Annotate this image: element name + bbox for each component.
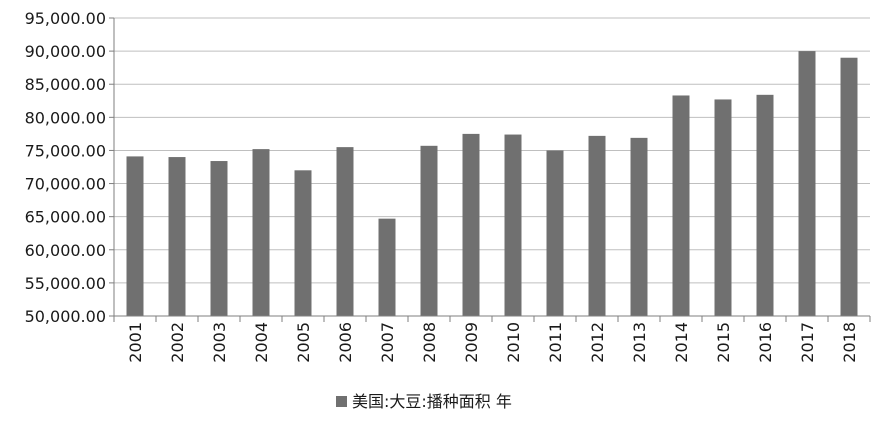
y-tick-label: 70,000.00 (25, 175, 106, 194)
bar (252, 149, 270, 316)
y-tick-label: 50,000.00 (25, 307, 106, 326)
x-tick-label: 2004 (252, 322, 271, 363)
bar (630, 137, 648, 316)
legend-label: 美国:大豆:播种面积 年 (352, 392, 512, 411)
bar-series (126, 51, 858, 316)
y-tick-label: 85,000.00 (25, 75, 106, 94)
y-tick-label: 65,000.00 (25, 208, 106, 227)
x-tick-label: 2014 (672, 322, 691, 363)
x-tick-label: 2006 (336, 322, 355, 363)
bar (504, 134, 522, 316)
x-tick-label: 2017 (798, 322, 817, 363)
y-tick-label: 80,000.00 (25, 108, 106, 127)
y-tick-label: 60,000.00 (25, 241, 106, 260)
bar (168, 157, 186, 316)
x-tick-label: 2007 (378, 322, 397, 363)
x-tick-label: 2005 (294, 322, 313, 363)
x-tick-label: 2016 (756, 322, 775, 363)
bar (798, 51, 816, 316)
bar (672, 95, 690, 316)
x-tick-label: 2012 (588, 322, 607, 363)
y-tick-label: 75,000.00 (25, 141, 106, 160)
legend: 美国:大豆:播种面积 年 (336, 392, 512, 411)
bar (336, 147, 354, 316)
y-axis-tick-labels: 50,000.00 55,000.00 60,000.00 65,000.00 70,0… (25, 9, 106, 326)
x-tick-label: 2009 (462, 322, 481, 363)
axes (109, 17, 871, 322)
bar (840, 57, 858, 316)
y-tick-label: 95,000.00 (25, 9, 106, 28)
legend-swatch (336, 396, 347, 407)
bar (420, 145, 438, 316)
x-tick-label: 2018 (840, 322, 859, 363)
x-tick-label: 2008 (420, 322, 439, 363)
bar (546, 150, 564, 316)
bar (588, 135, 606, 316)
bar (378, 218, 396, 316)
bar (126, 156, 144, 316)
x-tick-label: 2015 (714, 322, 733, 363)
x-tick-label: 2002 (168, 322, 187, 363)
x-tick-label: 2011 (546, 322, 565, 363)
x-tick-label: 2010 (504, 322, 523, 363)
bar (210, 161, 228, 316)
bar (294, 170, 312, 316)
y-tick-label: 90,000.00 (25, 42, 106, 61)
x-tick-label: 2001 (126, 322, 145, 363)
bar (714, 99, 732, 316)
x-tick-label: 2003 (210, 322, 229, 363)
x-tick-label: 2013 (630, 322, 649, 363)
y-tick-label: 55,000.00 (25, 274, 106, 293)
bar (756, 94, 774, 316)
bar (462, 133, 480, 316)
grid-lines (114, 17, 870, 284)
x-axis-tick-labels: 2001 2002 2003 2004 2005 2006 2007 2008 2009 2010… (126, 322, 859, 363)
